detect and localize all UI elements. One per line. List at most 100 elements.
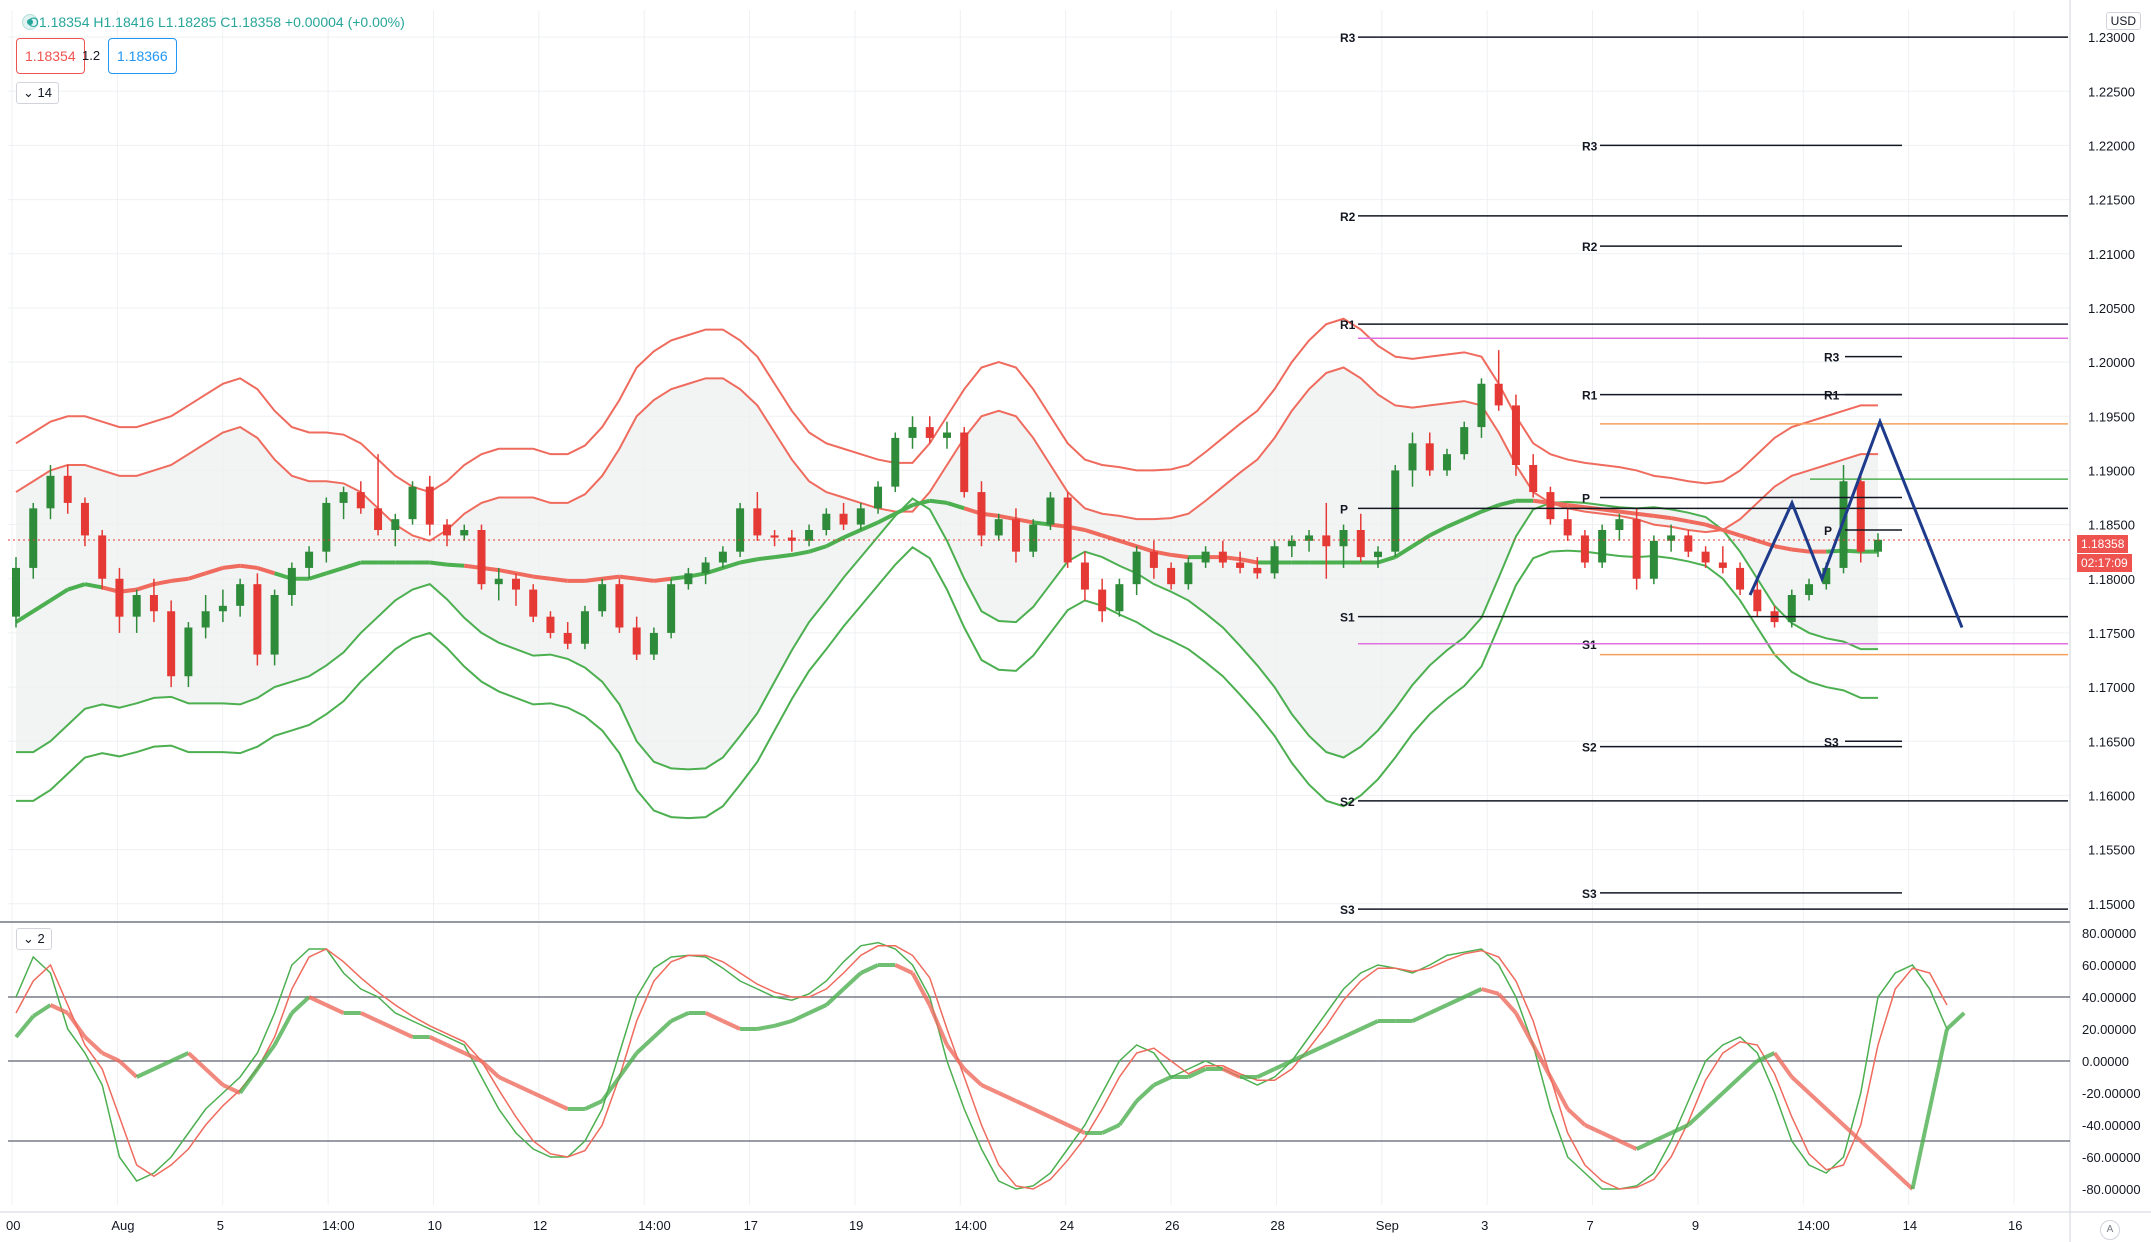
candle-body [1874, 539, 1882, 552]
candle-body [98, 535, 107, 579]
auto-scale-button[interactable]: A [2100, 1220, 2120, 1240]
oscillator-signal-line [480, 1059, 501, 1079]
oscillator-signal-line [153, 1059, 173, 1071]
price-tick-label: 1.17000 [2088, 680, 2135, 695]
oscillator-signal-line [359, 1011, 379, 1023]
candle-body [1391, 470, 1400, 552]
oscillator-signal-line [859, 963, 879, 975]
time-tick-label: 24 [1060, 1218, 1074, 1233]
candle-body [1718, 562, 1727, 568]
candle-body [770, 535, 779, 538]
currency-label[interactable]: USD [2105, 12, 2141, 30]
middle-band [1636, 511, 1655, 518]
oscillator-signal-line [1497, 992, 1518, 1015]
candle-body [63, 475, 72, 503]
candle-body [1701, 551, 1710, 563]
candle-body [1201, 551, 1210, 563]
candle-body [736, 508, 745, 552]
pivot-label: R1 [1582, 389, 1598, 403]
candle-body [1494, 383, 1503, 406]
oscillator-signal-line [962, 1067, 983, 1087]
oscillator-signal-line [1721, 1075, 1742, 1095]
candle-body [443, 524, 452, 536]
status-indicator [22, 14, 38, 30]
candle-body [425, 486, 434, 525]
sell-button[interactable]: 1.18354 [16, 38, 85, 74]
candle-body [1460, 427, 1469, 455]
oscillator-signal-line [894, 963, 914, 975]
oscillator-signal-line [1790, 1075, 1811, 1095]
price-tick-label: 1.19500 [2088, 409, 2135, 424]
candle-body [856, 508, 865, 525]
price-tick-label: 1.21500 [2088, 193, 2135, 208]
outer-lower-band [16, 546, 1878, 820]
price-tick-label: 1.22500 [2088, 84, 2135, 99]
middle-band [1791, 547, 1810, 554]
oscillator-signal-line [1824, 1107, 1845, 1127]
candle-body [1063, 497, 1072, 563]
candle-body [1098, 589, 1107, 612]
middle-band [1377, 555, 1396, 565]
candle-body [667, 584, 676, 633]
time-tick-label: 5 [217, 1218, 224, 1233]
buy-button[interactable]: 1.18366 [108, 38, 177, 74]
oscillator-signal-line [1772, 1051, 1794, 1079]
oscillator-signal-line [1531, 1044, 1553, 1078]
middle-band [256, 566, 276, 576]
open-value: O1.18354 [28, 14, 90, 30]
candle-body [580, 611, 589, 644]
middle-band [1687, 519, 1706, 527]
oscillator-legend-toggle[interactable]: ⌄ 2 [16, 928, 52, 950]
price-tick-label: 1.16000 [2088, 788, 2135, 803]
candle-body [494, 578, 503, 585]
oscillator-signal-line [927, 1004, 949, 1046]
middle-band [842, 528, 862, 540]
middle-band [998, 513, 1017, 522]
price-tick-label: 1.18000 [2088, 572, 2135, 587]
middle-band [446, 562, 465, 568]
close-value: C1.18358 [220, 14, 282, 30]
candle-body [1736, 567, 1745, 590]
middle-band [1170, 552, 1189, 560]
oscillator-signal-line [255, 1043, 277, 1071]
price-tick-label: 1.20500 [2088, 301, 2135, 316]
candle-body [1322, 535, 1331, 547]
middle-band [1601, 507, 1620, 514]
candle-body [305, 551, 314, 568]
pivot-label: S2 [1582, 741, 1597, 755]
time-tick-label: 14:00 [954, 1218, 987, 1233]
candle-body [1632, 519, 1641, 579]
candle-body [1253, 567, 1262, 574]
candle-body [115, 578, 124, 617]
middle-band [1136, 544, 1155, 554]
candle-body [1011, 519, 1020, 552]
oscillator-signal-line [1101, 1123, 1121, 1135]
oscillator-signal-line [118, 1059, 139, 1079]
middle-band [205, 566, 224, 576]
oscillator-signal-line [1049, 1115, 1069, 1127]
candle-body [615, 584, 624, 628]
oscillator-signal-line [790, 1011, 810, 1023]
oscillator-signal-line [1653, 1131, 1672, 1143]
oscillator-signal-line [1584, 1123, 1603, 1135]
oscillator-signal-line [756, 1023, 775, 1031]
oscillator-signal-line [1910, 1108, 1932, 1190]
oscillator-signal-line [1117, 1099, 1139, 1127]
pivot-label: S1 [1340, 611, 1355, 625]
candle-body [529, 589, 538, 617]
middle-band [601, 574, 620, 581]
oscillator-signal-line [910, 972, 932, 1006]
osc-tick-label: 0.00000 [2082, 1054, 2129, 1069]
oscillator-signal-line [617, 1051, 639, 1079]
middle-band [170, 576, 189, 583]
candle-body [994, 519, 1003, 536]
pivot-label: S3 [1824, 735, 1839, 749]
middle-band [1446, 517, 1466, 529]
main-legend-toggle[interactable]: ⌄ 14 [16, 82, 59, 104]
oscillator-signal-line [997, 1091, 1017, 1103]
candle-body [1046, 497, 1055, 525]
oscillator-signal-line [1222, 1067, 1241, 1079]
candle-body [1167, 567, 1176, 585]
oscillator-signal-line [808, 1003, 828, 1015]
